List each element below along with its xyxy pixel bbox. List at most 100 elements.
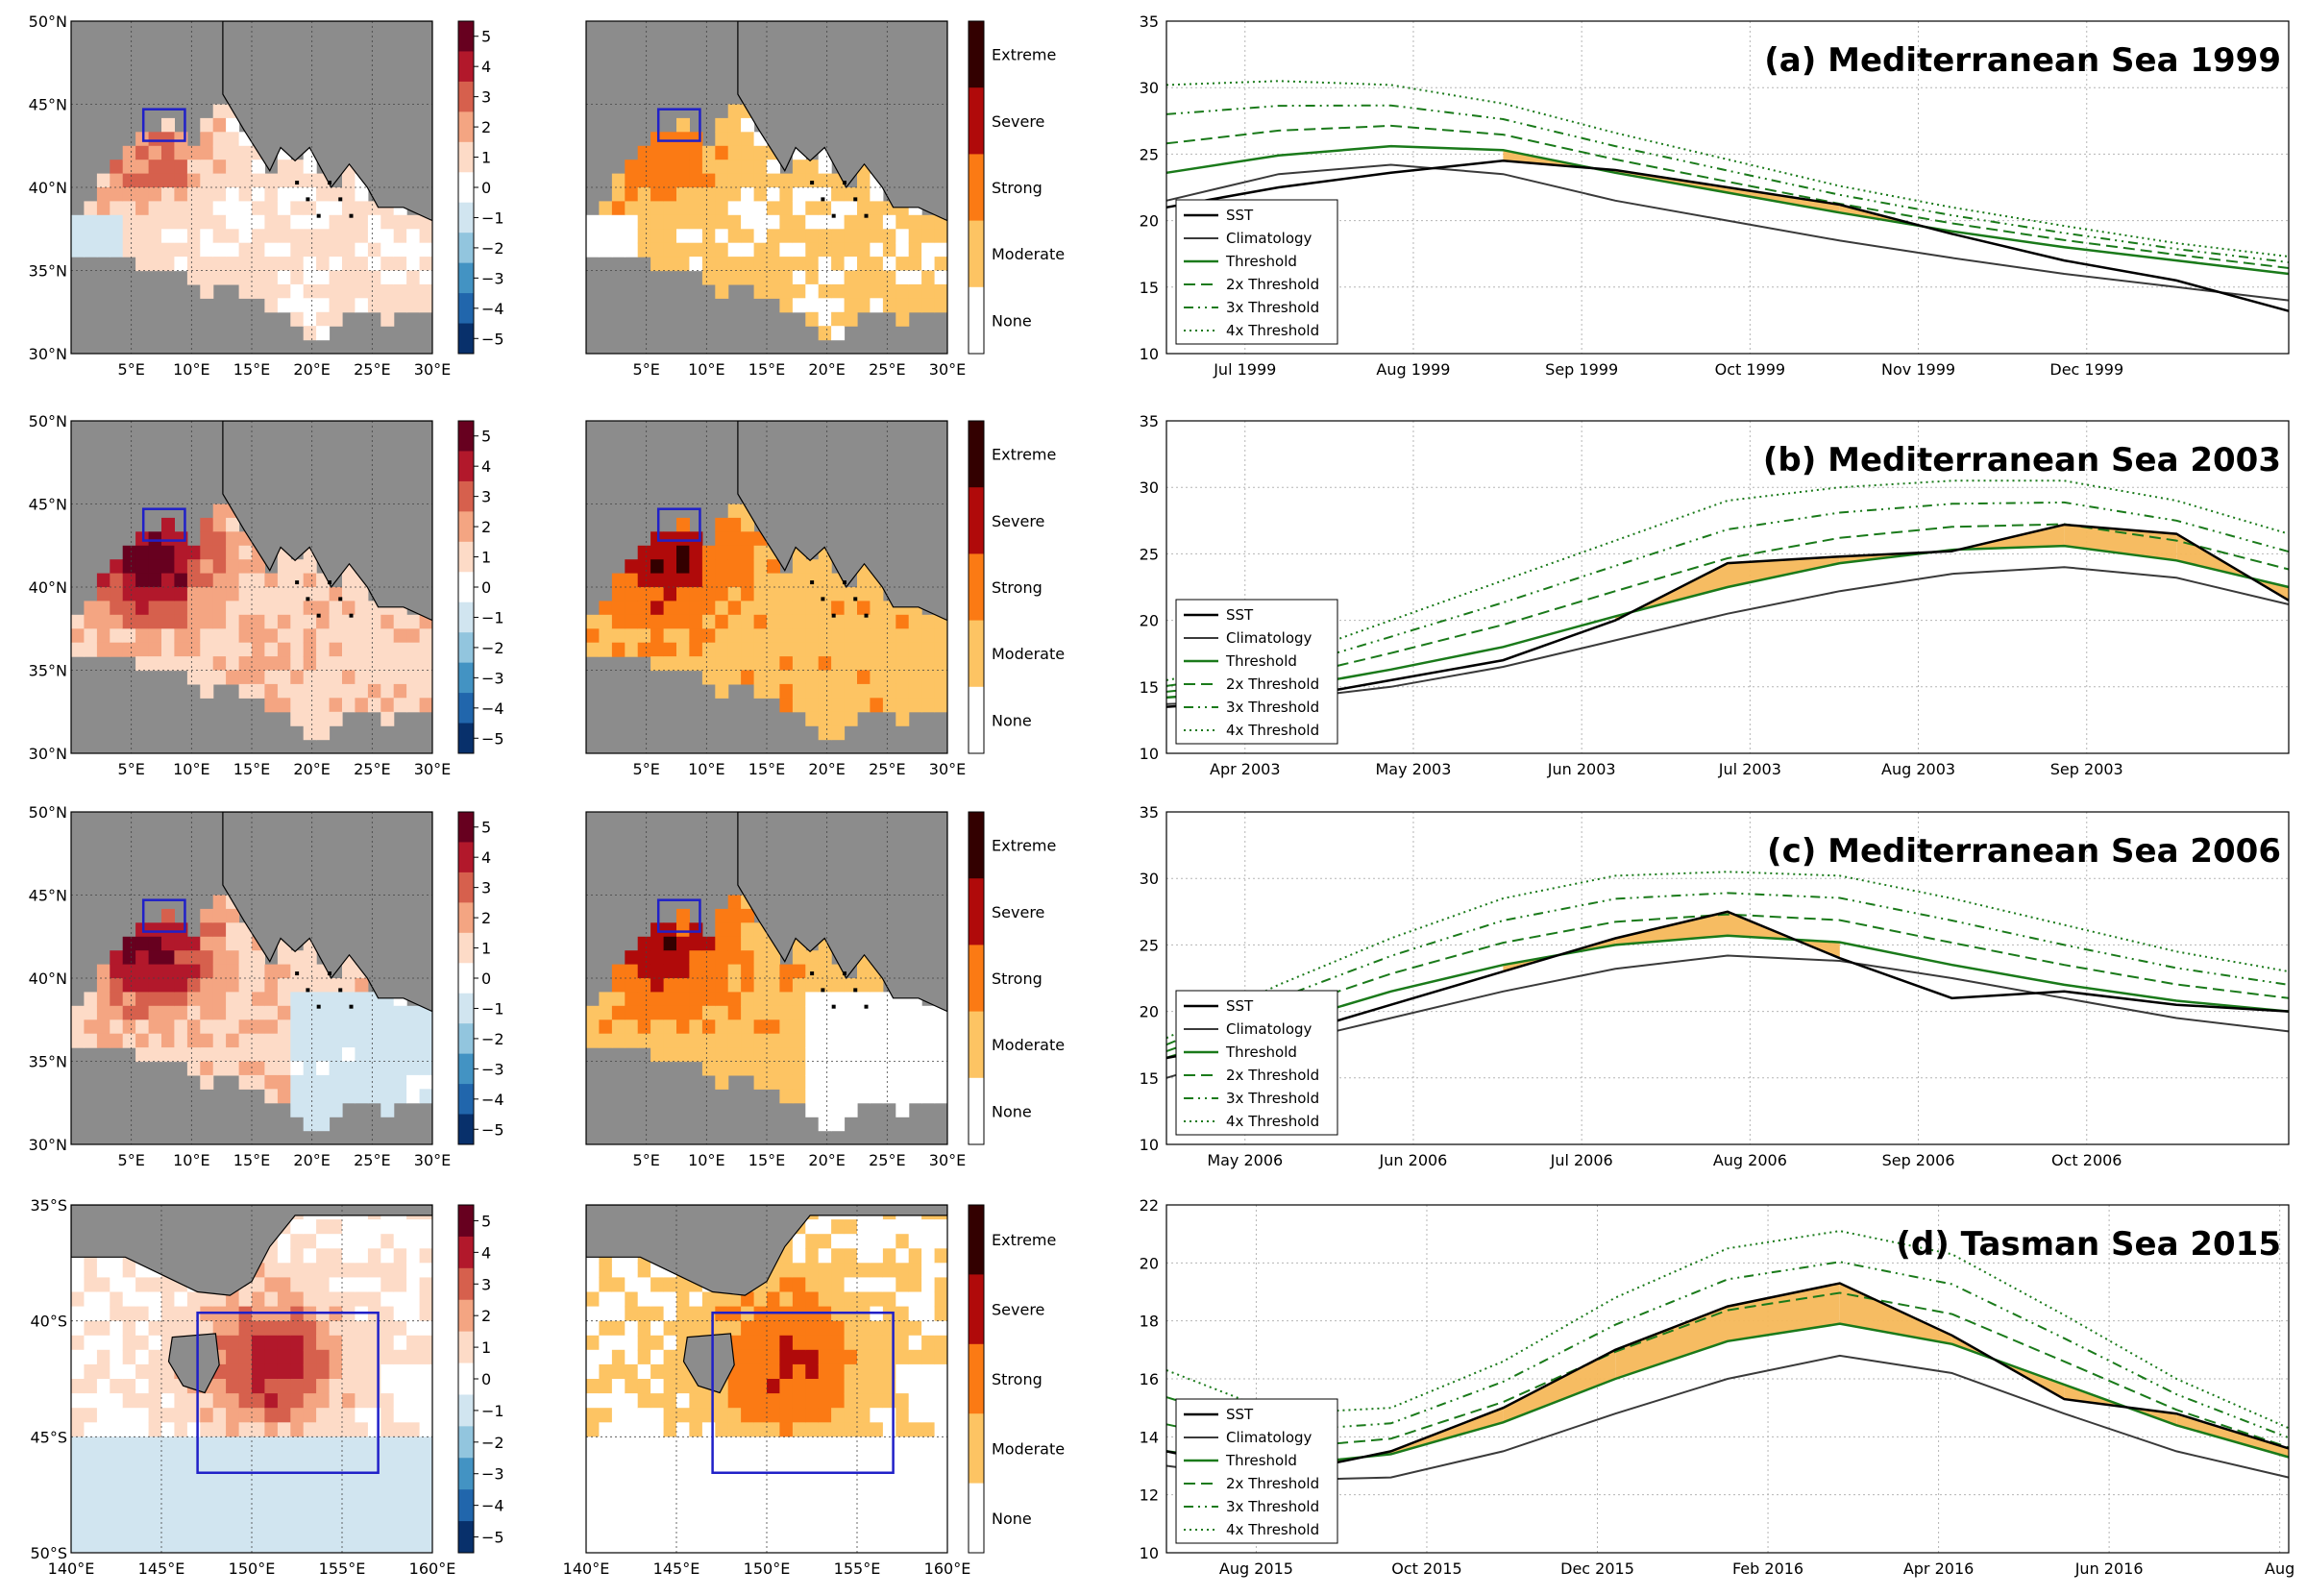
legend-entry: 2x Threshold (1226, 276, 1319, 293)
anomaly-colorbar-2: 5 4 3 2 1 0 −1 −2 −3 −4 −5 (457, 420, 504, 754)
island-dot (853, 597, 858, 602)
island-dot (810, 971, 815, 976)
colorbar-segment (969, 87, 984, 155)
colorbar-tick-label: 1 (481, 940, 491, 958)
chart-ytick-label: 20 (1140, 212, 1159, 231)
legend-entry: Threshold (1225, 1452, 1297, 1469)
map-ytick-label: 30°N (29, 745, 67, 763)
colorbar-segment (458, 323, 474, 355)
colorbar-segment (969, 1077, 984, 1145)
colorbar-segment (458, 812, 474, 843)
colorbar-segment (969, 1483, 984, 1554)
map-ytick-label: 45°N (29, 887, 67, 905)
colorbar-segment (458, 1363, 474, 1395)
chart-ytick-label: 30 (1140, 79, 1159, 97)
island-dot (349, 1004, 354, 1009)
map-frame (585, 811, 948, 1145)
island-dot (306, 597, 310, 602)
map-xtick-label: 30°E (929, 760, 966, 778)
legend-entry: Climatology (1226, 1020, 1312, 1038)
map-xtick-label: 25°E (354, 760, 390, 778)
sea-cells (71, 104, 432, 341)
colorbar-segment (458, 262, 474, 294)
map-xtick-label: 25°E (869, 1151, 905, 1169)
region-box (141, 507, 186, 542)
colorbar-category-label: Extreme (992, 1231, 1056, 1249)
colorbar-segment (458, 1114, 474, 1145)
colorbar-segment (969, 1205, 984, 1275)
map-xtick-label: 10°E (173, 360, 209, 379)
island-dot (853, 197, 858, 202)
colorbar-tick-label: −2 (481, 239, 504, 258)
island-dot (316, 213, 321, 218)
colorbar-tick-label: −2 (481, 639, 504, 657)
colorbar-segment (969, 1343, 984, 1414)
chart-ytick-label: 30 (1140, 479, 1159, 497)
chart-ytick-label: 22 (1140, 1196, 1159, 1215)
colorbar-category-label: Moderate (992, 245, 1065, 263)
threshold-2x-line (1165, 1291, 2290, 1450)
chart-ytick-label: 12 (1140, 1486, 1159, 1505)
map-xtick-label: 145°E (653, 1559, 700, 1578)
sst-line (1165, 523, 2290, 708)
chart-xtick-label: Dec 1999 (2049, 360, 2123, 379)
colorbar-segment (458, 1299, 474, 1333)
map-ytick-label: 35°S (30, 1196, 67, 1215)
sea-cells (71, 895, 432, 1132)
island-dot (316, 1004, 321, 1009)
colorbar-tick-label: 0 (481, 970, 491, 988)
chart-ytick-label: 10 (1140, 745, 1159, 763)
colorbar-tick-label: 3 (481, 1275, 491, 1293)
threshold-2x-line (1165, 913, 2290, 1053)
colorbar-category-label: Severe (992, 512, 1044, 530)
threshold-4x-line (1165, 1230, 2290, 1430)
threshold-line (1165, 144, 2290, 276)
map-xtick-label: 25°E (869, 360, 905, 379)
chart-xtick-label: Jun 2006 (1379, 1151, 1448, 1169)
island-dot (821, 597, 825, 602)
chart-xtick-label: Dec 2015 (1560, 1559, 1634, 1578)
map-ytick-label: 35°N (29, 662, 67, 680)
map-frame (585, 20, 948, 355)
chart-xtick-label: Apr 2016 (1903, 1559, 1974, 1578)
colorbar-segment (458, 1053, 474, 1085)
colorbar-tick-label: −1 (481, 999, 504, 1018)
chart-xtick-label: Aug 2015 (1219, 1559, 1293, 1578)
colorbar-tick-label: −4 (481, 300, 504, 318)
colorbar-tick-label: −5 (481, 1529, 504, 1547)
sst-line (1165, 910, 2290, 1060)
category-map-1: 5°E 10°E 15°E 20°E 25°E 30°E (585, 20, 966, 379)
island-dot (327, 181, 331, 185)
legend-box (1175, 599, 1338, 745)
island-dot (821, 197, 825, 202)
tasmania-island (167, 1333, 220, 1394)
map-xtick-label: 15°E (748, 360, 785, 379)
island-dot (338, 988, 343, 993)
map-xtick-label: 10°E (688, 1151, 724, 1169)
tasmania-island (682, 1333, 735, 1394)
chart-xtick-label: Apr 2003 (1210, 760, 1280, 778)
exceedance-area (2064, 525, 2177, 561)
chart-ytick-label: 25 (1140, 936, 1159, 954)
chart-xtick-label: Sep 1999 (1545, 360, 1618, 379)
map-frame (585, 420, 948, 754)
chart-xtick-label: May 2006 (1207, 1151, 1283, 1169)
colorbar-tick-label: −1 (481, 1402, 504, 1420)
colorbar-category-label: Extreme (992, 46, 1056, 64)
colorbar-segment (969, 878, 984, 945)
map-xtick-label: 5°E (118, 360, 145, 379)
map-xtick-label: 25°E (354, 1151, 390, 1169)
chart-xtick-label: Jun 2003 (1547, 760, 1616, 778)
map-ytick-label: 45°S (30, 1428, 67, 1446)
legend-entry: SST (1226, 997, 1254, 1015)
colorbar-tick-label: 0 (481, 1370, 491, 1388)
plot-frame (1165, 20, 2290, 355)
chart-xtick-label: Oct 2006 (2051, 1151, 2122, 1169)
map-xtick-label: 160°E (409, 1559, 456, 1578)
map-ytick-label: 35°N (29, 1053, 67, 1071)
colorbar-category-label: Severe (992, 903, 1044, 921)
colorbar-category-label: Moderate (992, 645, 1065, 663)
colorbar-category-label: Extreme (992, 446, 1056, 464)
colorbar-segment (458, 1205, 474, 1238)
map-xtick-label: 30°E (929, 1151, 966, 1169)
